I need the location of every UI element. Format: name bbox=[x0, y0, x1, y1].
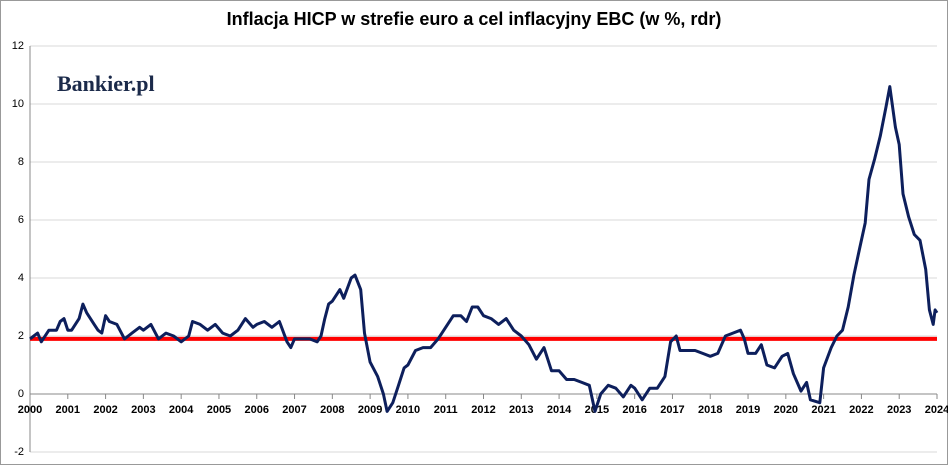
x-tick-label: 2000 bbox=[18, 404, 42, 416]
y-tick-label: 10 bbox=[12, 98, 24, 110]
y-tick-label: 12 bbox=[12, 40, 24, 52]
y-tick-label: 0 bbox=[18, 388, 24, 400]
x-tick-label: 2002 bbox=[93, 404, 117, 416]
y-tick-label: 8 bbox=[18, 156, 24, 168]
x-tick-label: 2019 bbox=[736, 404, 760, 416]
chart-title: Inflacja HICP w strefie euro a cel infla… bbox=[227, 9, 722, 29]
x-tick-label: 2020 bbox=[774, 404, 798, 416]
x-tick-label: 2005 bbox=[207, 404, 231, 416]
x-tick-label: 2007 bbox=[282, 404, 306, 416]
x-tick-label: 2010 bbox=[396, 404, 420, 416]
x-tick-label: 2009 bbox=[358, 404, 382, 416]
x-tick-label: 2003 bbox=[131, 404, 155, 416]
x-tick-label: 2012 bbox=[471, 404, 495, 416]
x-tick-label: 2004 bbox=[169, 404, 194, 416]
y-tick-label: 6 bbox=[18, 214, 24, 226]
x-tick-label: 2021 bbox=[811, 404, 835, 416]
y-tick-label: 4 bbox=[18, 272, 24, 284]
x-tick-label: 2006 bbox=[245, 404, 269, 416]
x-tick-label: 2016 bbox=[622, 404, 646, 416]
x-tick-label: 2018 bbox=[698, 404, 722, 416]
x-tick-label: 2013 bbox=[509, 404, 533, 416]
x-tick-label: 2011 bbox=[434, 404, 458, 416]
x-tick-label: 2024 bbox=[925, 404, 948, 416]
x-tick-label: 2022 bbox=[849, 404, 873, 416]
x-tick-label: 2023 bbox=[887, 404, 911, 416]
y-tick-label: -2 bbox=[14, 446, 24, 458]
series-line bbox=[29, 85, 939, 413]
x-tick-label: 2008 bbox=[320, 404, 344, 416]
x-tick-label: 2001 bbox=[56, 404, 80, 416]
y-tick-label: 2 bbox=[18, 330, 24, 342]
x-tick-label: 2017 bbox=[660, 404, 684, 416]
x-tick-label: 2014 bbox=[547, 404, 572, 416]
logo: Bankier.pl bbox=[57, 71, 155, 96]
